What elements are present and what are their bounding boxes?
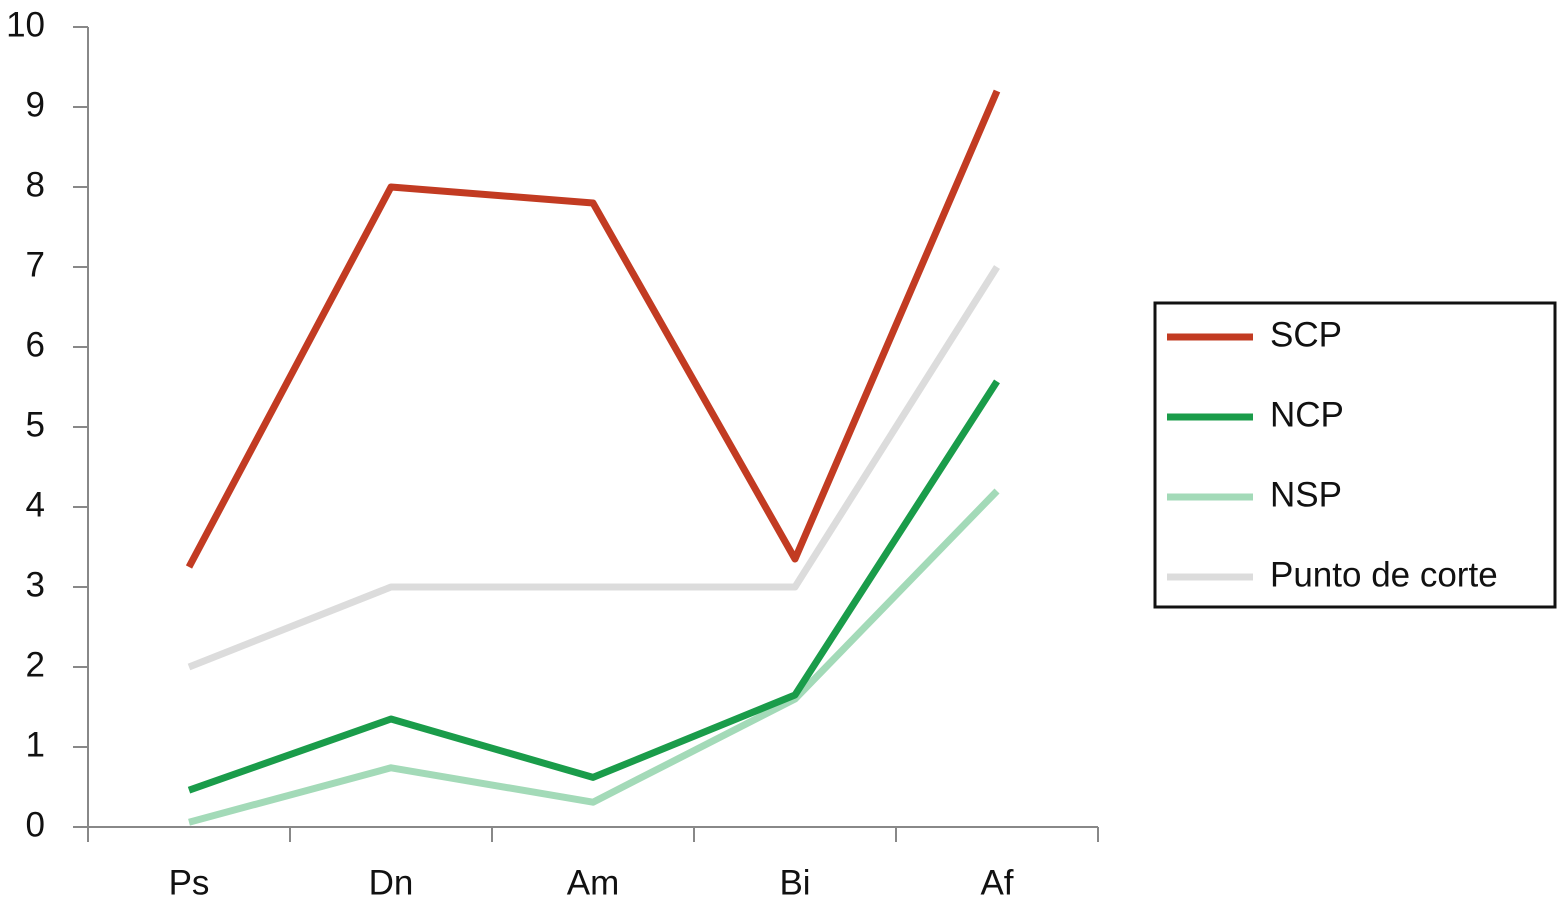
x-tick-label: Am (567, 863, 620, 902)
series-line (187, 379, 1000, 794)
x-tick-label: Af (980, 863, 1013, 902)
y-tick-label: 8 (26, 165, 45, 204)
series-line (185, 89, 1001, 569)
x-tick-label: Ps (169, 863, 210, 902)
legend-box (1153, 301, 1557, 609)
y-tick-label: 9 (26, 85, 45, 124)
y-tick-label: 3 (26, 565, 45, 604)
y-tick-label: 10 (6, 5, 45, 44)
y-tick-label: 1 (26, 725, 45, 764)
legend-label: NCP (1270, 395, 1344, 434)
y-tick-label: 0 (26, 805, 45, 844)
y-tick-label: 2 (26, 645, 45, 684)
y-tick-label: 5 (26, 405, 45, 444)
legend-label: Punto de corte (1270, 555, 1498, 594)
legend-label: SCP (1270, 315, 1342, 354)
y-tick-label: 6 (26, 325, 45, 364)
x-tick-label: Dn (369, 863, 414, 902)
y-tick-label: 7 (26, 245, 45, 284)
legend-label: NSP (1270, 475, 1342, 514)
series-line (187, 265, 1000, 671)
x-tick-label: Bi (779, 863, 810, 902)
y-tick-label: 4 (26, 485, 45, 524)
series-line (188, 488, 1000, 826)
